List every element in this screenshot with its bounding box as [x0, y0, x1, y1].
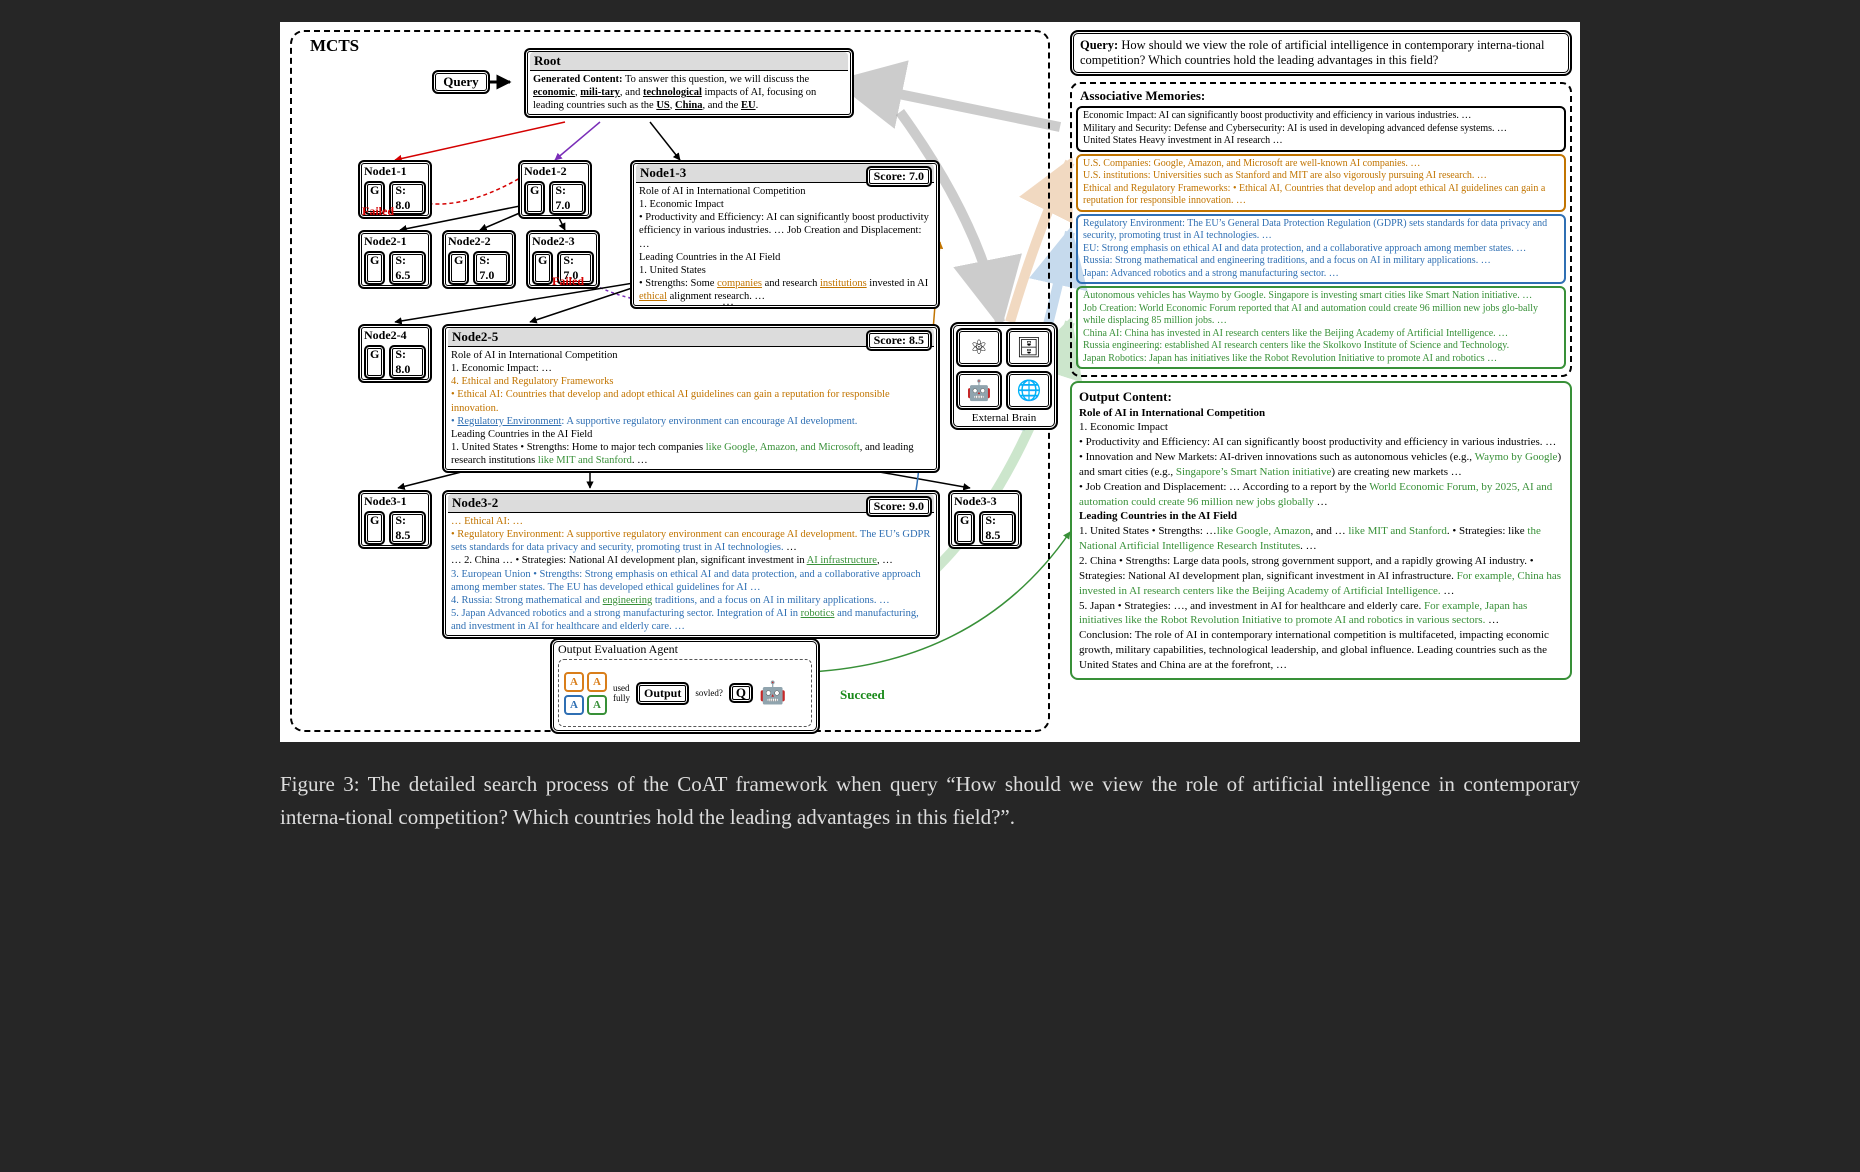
node3-2-body: … Ethical AI: … • Regulatory Environment… [448, 513, 934, 635]
ellipsis-1: … [722, 294, 740, 309]
node3-2-title: Node3-2 [448, 494, 934, 513]
output-content: Output Content: Role of AI in Internatio… [1070, 381, 1572, 680]
mcts-region: MCTS Query Root Generated Content: To an… [290, 30, 1050, 732]
node1-3-score: Score: 7.0 [866, 166, 932, 187]
node1-2: Node1-2 GS: 7.0 [518, 160, 592, 219]
node2-4: Node2-4 GS: 8.0 [358, 324, 432, 383]
right-query-label: Query: [1080, 38, 1118, 52]
right-query-box: Query: How should we view the role of ar… [1070, 30, 1572, 76]
node2-5-title: Node2-5 [448, 328, 934, 347]
eval-q-box: Q [729, 683, 753, 703]
robot-icon: 🤖 [956, 371, 1002, 410]
mcts-title: MCTS [306, 36, 363, 56]
node1-3: Score: 7.0 Node1-3 Role of AI in Interna… [630, 160, 940, 309]
root-node: Root Generated Content: To answer this q… [524, 48, 854, 118]
node3-3: Node3-3 GS: 8.5 [948, 490, 1022, 549]
node2-5-body: Role of AI in International Competition … [448, 347, 934, 469]
mem-orange: U.S. Companies: Google, Amazon, and Micr… [1076, 154, 1566, 212]
node2-5-score: Score: 8.5 [866, 330, 932, 351]
root-body: Generated Content: To answer this questi… [530, 71, 848, 114]
mem-green: Autonomous vehicles has Waymo by Google.… [1076, 286, 1566, 369]
node2-3-failed: Failed [552, 274, 584, 289]
graph-icon: ⚛ [956, 328, 1002, 367]
mem-black: Economic Impact: AI can significantly bo… [1076, 106, 1566, 152]
assoc-title: Associative Memories: [1076, 88, 1566, 104]
associative-memories: Associative Memories: Economic Impact: A… [1070, 82, 1572, 377]
a-stack: A A A A [564, 672, 607, 715]
output-evaluation-agent: Output Evaluation Agent A A A A used ful… [550, 638, 820, 734]
figure-panel: MCTS Query Root Generated Content: To an… [280, 22, 1580, 742]
right-column: Query: How should we view the role of ar… [1070, 30, 1572, 680]
database-icon: 🗄 [1006, 328, 1052, 367]
output-title: Output Content: [1079, 388, 1563, 406]
eval-agent-inner: A A A A used fully Output sovled? Q 🤖 [558, 659, 812, 727]
query-node: Query [432, 70, 490, 94]
node1-3-body: Role of AI in International Competition … [636, 183, 934, 305]
eval-output-box: Output [636, 682, 689, 705]
figure-caption: Figure 3: The detailed search process of… [280, 768, 1580, 833]
node3-2: Score: 9.0 Node3-2 … Ethical AI: … • Reg… [442, 490, 940, 639]
node2-5: Score: 8.5 Node2-5 Role of AI in Interna… [442, 324, 940, 473]
robot-icon: 🤖 [759, 680, 786, 706]
node2-1: Node2-1 GS: 6.5 [358, 230, 432, 289]
eval-agent-title: Output Evaluation Agent [558, 642, 812, 657]
query-node-label: Query [443, 74, 478, 89]
mem-blue: Regulatory Environment: The EU’s General… [1076, 214, 1566, 285]
node2-2: Node2-2 GS: 7.0 [442, 230, 516, 289]
right-query-text: How should we view the role of artificia… [1080, 38, 1544, 67]
external-brain: ⚛ 🗄 🤖 🌐 External Brain [950, 322, 1058, 430]
succeed-label: Succeed [840, 687, 885, 703]
root-title: Root [530, 52, 848, 71]
node3-1: Node3-1 GS: 8.5 [358, 490, 432, 549]
figure-wrap: MCTS Query Root Generated Content: To an… [0, 0, 1860, 855]
external-brain-label: External Brain [956, 412, 1052, 424]
node1-1-failed: Failed [362, 204, 394, 219]
root-body-prefix: Generated Content: [533, 74, 623, 85]
node3-2-score: Score: 9.0 [866, 496, 932, 517]
globe-icon: 🌐 [1006, 371, 1052, 410]
